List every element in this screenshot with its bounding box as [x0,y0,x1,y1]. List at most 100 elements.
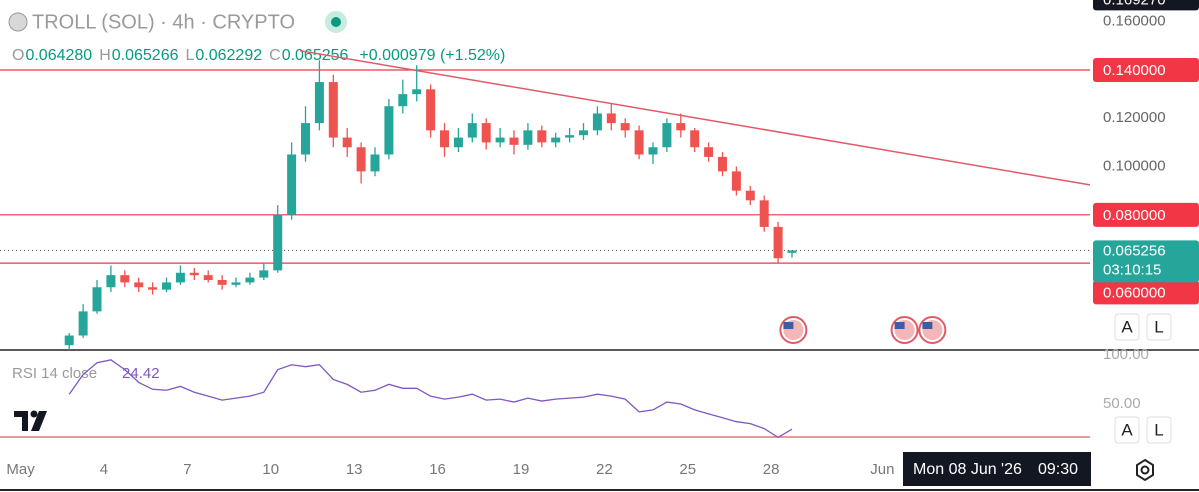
candle-body [537,130,547,143]
candle-body [426,89,436,131]
candle-body [453,137,463,148]
rsi-tick-label: 50.00 [1103,395,1141,412]
candle-body [662,123,672,148]
candle-body [106,275,116,288]
event-flag[interactable] [918,316,947,344]
ohlc-value: 0.062292 [195,47,262,64]
candle-body [606,113,616,124]
ohlc-key: H [99,47,111,64]
event-canton [922,322,933,329]
candle-body [370,154,380,172]
candle-body [412,89,422,95]
candle-body [676,123,686,131]
candle-body [92,287,102,312]
scale-button-label[interactable]: A [1121,420,1133,439]
price-change: +0.000979 (+1.52%) [359,47,505,64]
level-label: 0.060000 [1103,284,1166,301]
y-tick-label: 0.120000 [1103,109,1166,126]
candle-body [314,82,324,124]
candle-body [704,147,714,157]
candle-body [565,135,575,138]
candle-body [634,130,644,155]
candle-body [745,190,755,201]
rsi-title: RSI 14 close [12,365,97,382]
scale-button[interactable] [1114,416,1140,444]
scale-button[interactable] [1146,416,1172,444]
scale-button-label[interactable]: L [1154,317,1163,336]
symbol-title: TROLL (SOL) · 4h · CRYPTO [32,11,295,33]
ohlc-key: C [269,47,281,64]
ohlc-key: O [12,47,24,64]
level-box [1093,202,1199,227]
candle-body [495,137,505,143]
candle-body [690,130,700,148]
crosshair-date: Mon 08 Jun '26 [913,461,1022,478]
candle-body [551,137,561,143]
candle-body [398,94,408,107]
candle-body [787,250,797,253]
candle-body [120,275,130,283]
crosshair-time: 09:30 [1038,461,1078,478]
ohlc-value: 0.064280 [25,47,92,64]
settings-icon[interactable] [1136,458,1154,482]
event-canton [894,322,905,329]
candle-body [481,123,491,143]
event-flag[interactable] [779,316,808,344]
candle-body [328,82,338,138]
x-tick-label: 16 [429,461,446,478]
y-tick-label: 0.160000 [1103,13,1166,30]
candle-body [287,154,297,215]
level-label: 0.140000 [1103,62,1166,79]
x-tick-label: 19 [513,461,530,478]
last-price-box [1093,240,1199,283]
symbol-icon [8,12,28,32]
high-marker-box [1093,0,1199,11]
x-tick-label: 7 [183,461,191,478]
candle-body [259,270,269,278]
x-tick-label: 28 [763,461,780,478]
scale-button-label[interactable]: L [1154,420,1163,439]
high-marker-label: 0.169270 [1103,0,1166,8]
candle-body [592,113,602,131]
candle-body [301,123,311,155]
rsi-value: 24.42 [122,365,160,382]
candle-body [273,214,283,271]
candle-body [509,137,519,145]
level-box [1093,280,1199,305]
level-label: 0.080000 [1103,207,1166,224]
crosshair-box [903,452,1091,486]
event-flag[interactable] [890,316,919,344]
candle-body [162,282,172,290]
status-dot [331,17,341,27]
candle-body [773,226,783,259]
candle-body [717,156,727,172]
candle-body [231,282,241,285]
scale-button[interactable] [1114,313,1140,341]
rsi-tick-label: 100.00 [1103,346,1149,363]
y-tick-label: 0.100000 [1103,158,1166,175]
countdown: 03:10:15 [1103,261,1161,278]
candle-body [731,171,741,191]
candle-body [217,280,227,285]
event-canton [783,322,794,329]
x-tick-label: 22 [596,461,613,478]
tv-logo [14,410,47,431]
rsi-line [68,359,793,439]
trendline [299,49,1091,186]
scale-button[interactable] [1146,313,1172,341]
candle-body [467,123,477,138]
candle-body [148,287,158,290]
candle-body [523,130,533,145]
candle-body [134,282,144,288]
ohlc-value: 0.065256 [282,47,349,64]
candle-body [440,130,450,148]
ohlc-value: 0.065266 [112,47,179,64]
scale-button-label[interactable]: A [1121,317,1133,336]
candle-body [245,277,255,283]
candle-body [579,130,589,136]
ohlc-key: L [185,47,194,64]
candle-body [203,275,213,280]
x-tick-label: 13 [346,461,363,478]
candle-body [64,335,74,346]
